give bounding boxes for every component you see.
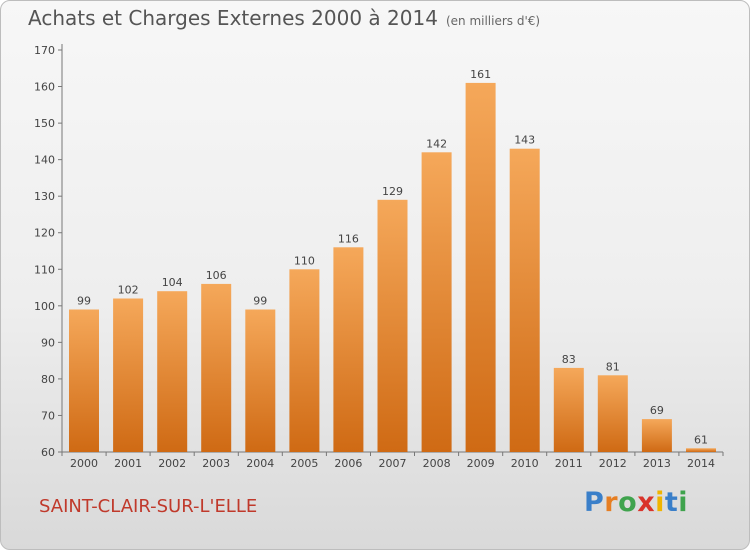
y-tick-label: 70: [41, 409, 55, 422]
chart-bars: [69, 82, 716, 453]
data-label-2004: 99: [253, 295, 267, 308]
x-tick-label-2012: 2012: [599, 457, 627, 470]
bar-2006: [333, 247, 364, 452]
data-label-2001: 102: [118, 284, 139, 297]
bar-2013: [641, 419, 672, 452]
data-label-2005: 110: [294, 254, 315, 267]
bar-2010: [509, 148, 540, 452]
chart-subtitle: (en milliers d'€): [445, 14, 541, 28]
x-tick-label-2003: 2003: [202, 457, 230, 470]
data-label-2007: 129: [382, 185, 403, 198]
commune-name: SAINT-CLAIR-SUR-L'ELLE: [39, 496, 258, 517]
proxiti-logo: Proxiti: [584, 487, 688, 518]
data-label-2010: 143: [514, 134, 535, 147]
x-tick-label-2013: 2013: [643, 457, 671, 470]
x-tick-label-2008: 2008: [423, 457, 451, 470]
bar-2008: [421, 152, 452, 453]
bar-2003: [201, 283, 232, 452]
y-tick-label: 80: [41, 373, 55, 386]
brand-letter: t: [664, 487, 679, 518]
x-tick-label-2007: 2007: [379, 457, 407, 470]
bar-2001: [113, 298, 144, 452]
data-label-2008: 142: [426, 137, 447, 150]
bar-2000: [69, 309, 99, 452]
x-tick-label-2011: 2011: [555, 457, 583, 470]
y-tick-label: 90: [41, 336, 55, 349]
y-tick-label: 160: [34, 81, 55, 94]
x-tick-label-2004: 2004: [246, 457, 274, 470]
brand-letter: r: [604, 487, 619, 518]
bar-2014: [686, 448, 716, 452]
chart-axes: 60 70 80 90 100 110 120 130 140 150 160 170: [34, 44, 724, 459]
x-tick-label-2005: 2005: [290, 457, 318, 470]
bar-2007: [377, 199, 408, 452]
x-tick-label-2014: 2014: [687, 457, 715, 470]
data-label-2011: 83: [562, 353, 576, 366]
y-tick-label: 120: [34, 227, 55, 240]
bar-2011: [553, 367, 584, 452]
data-label-2006: 116: [338, 232, 359, 245]
y-tick-label: 150: [34, 117, 55, 130]
bar-2005: [289, 269, 320, 452]
data-label-2014: 61: [694, 433, 708, 446]
y-tick-label: 110: [34, 263, 55, 276]
chart-title-text: Achats et Charges Externes 2000 à 2014: [28, 6, 438, 30]
x-tick-label-2002: 2002: [158, 457, 186, 470]
y-tick-label: 130: [34, 190, 55, 203]
brand-letter: o: [618, 487, 638, 518]
data-label-2013: 69: [650, 404, 664, 417]
data-label-2003: 106: [206, 269, 227, 282]
chart-title: Achats et Charges Externes 2000 à 2014 (e…: [28, 6, 540, 30]
data-label-2012: 81: [606, 360, 620, 373]
x-tick-label-2010: 2010: [511, 457, 539, 470]
data-label-2002: 104: [162, 276, 183, 289]
y-tick-label: 60: [41, 446, 55, 459]
x-tick-label-2009: 2009: [467, 457, 495, 470]
chart-labels: 99 2000 102 2001 104 2002 106 2003 99 2004 110 2005…: [70, 68, 715, 470]
brand-letter: P: [584, 487, 605, 518]
data-label-2000: 99: [77, 295, 91, 308]
data-label-2009: 161: [470, 68, 491, 81]
x-tick-label-2006: 2006: [334, 457, 362, 470]
x-tick-label-2001: 2001: [114, 457, 142, 470]
brand-letter: i: [678, 487, 689, 518]
bar-2002: [157, 291, 188, 452]
bar-2012: [597, 375, 628, 452]
y-tick-label: 100: [34, 300, 55, 313]
y-tick-label: 170: [34, 44, 55, 57]
bar-2009: [465, 82, 496, 453]
brand-letter: x: [637, 487, 656, 518]
bar-2004: [245, 309, 276, 452]
x-tick-label-2000: 2000: [70, 457, 98, 470]
brand-letter: i: [655, 487, 665, 518]
y-tick-label: 140: [34, 154, 55, 167]
